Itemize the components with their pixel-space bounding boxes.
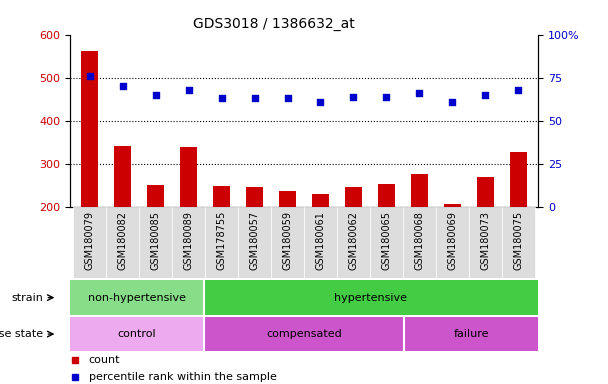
- Bar: [370, 207, 403, 278]
- Point: [283, 96, 292, 102]
- Text: GSM180059: GSM180059: [283, 211, 292, 270]
- Point: [348, 94, 358, 100]
- Bar: [106, 207, 139, 278]
- Text: GSM178755: GSM178755: [216, 211, 227, 270]
- Text: GSM180082: GSM180082: [118, 211, 128, 270]
- Point: [250, 96, 260, 102]
- Text: percentile rank within the sample: percentile rank within the sample: [89, 372, 277, 382]
- Bar: [477, 177, 494, 294]
- Bar: [172, 207, 205, 278]
- Text: hypertensive: hypertensive: [334, 293, 407, 303]
- Text: GSM180065: GSM180065: [381, 211, 392, 270]
- Bar: [271, 207, 304, 278]
- Bar: [403, 207, 436, 278]
- Text: non-hypertensive: non-hypertensive: [88, 293, 186, 303]
- Text: GSM180085: GSM180085: [151, 211, 161, 270]
- Bar: [81, 51, 98, 294]
- Point: [415, 90, 424, 96]
- Text: GSM180057: GSM180057: [249, 211, 260, 270]
- Text: disease state: disease state: [0, 329, 43, 339]
- Text: GSM180068: GSM180068: [415, 211, 424, 270]
- Bar: [204, 280, 538, 315]
- Point: [316, 99, 325, 105]
- Bar: [204, 317, 404, 351]
- Bar: [444, 204, 461, 294]
- Bar: [502, 207, 535, 278]
- Bar: [238, 207, 271, 278]
- Bar: [345, 187, 362, 294]
- Text: GSM180089: GSM180089: [184, 211, 193, 270]
- Text: GSM180069: GSM180069: [447, 211, 457, 270]
- Bar: [510, 152, 527, 294]
- Point: [480, 92, 490, 98]
- Bar: [404, 317, 538, 351]
- Text: GDS3018 / 1386632_at: GDS3018 / 1386632_at: [193, 17, 354, 31]
- Point: [151, 92, 161, 98]
- Bar: [313, 194, 329, 294]
- Text: GSM180073: GSM180073: [480, 211, 490, 270]
- Bar: [70, 317, 204, 351]
- Bar: [73, 207, 106, 278]
- Bar: [147, 185, 164, 294]
- Point: [382, 94, 392, 100]
- Bar: [246, 187, 263, 294]
- Bar: [205, 207, 238, 278]
- Text: compensated: compensated: [266, 329, 342, 339]
- Text: control: control: [117, 329, 156, 339]
- Text: GSM180079: GSM180079: [85, 211, 95, 270]
- Bar: [411, 174, 427, 294]
- Bar: [279, 191, 295, 294]
- Point: [447, 99, 457, 105]
- Text: strain: strain: [12, 293, 43, 303]
- Text: GSM180075: GSM180075: [513, 211, 523, 270]
- Bar: [304, 207, 337, 278]
- Text: count: count: [89, 354, 120, 364]
- Text: GSM180061: GSM180061: [316, 211, 325, 270]
- Point: [85, 73, 95, 79]
- Bar: [213, 186, 230, 294]
- Point: [184, 87, 193, 93]
- Text: failure: failure: [454, 329, 489, 339]
- Bar: [114, 146, 131, 294]
- Bar: [70, 280, 204, 315]
- Bar: [337, 207, 370, 278]
- Bar: [181, 147, 197, 294]
- Point: [118, 83, 128, 89]
- Bar: [436, 207, 469, 278]
- Point: [216, 96, 226, 102]
- Bar: [469, 207, 502, 278]
- Text: GSM180062: GSM180062: [348, 211, 359, 270]
- Bar: [378, 184, 395, 294]
- Point: [513, 87, 523, 93]
- Bar: [139, 207, 172, 278]
